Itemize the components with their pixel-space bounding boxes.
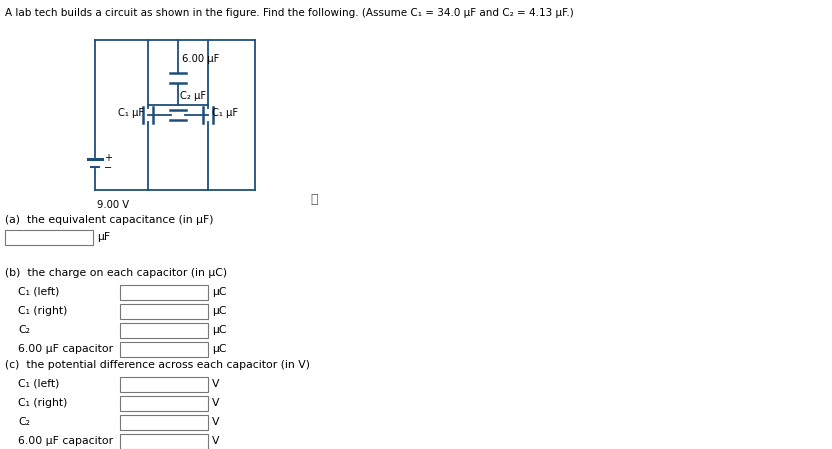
Text: V: V xyxy=(212,379,220,389)
Text: C₁ (left): C₁ (left) xyxy=(18,287,59,297)
Bar xyxy=(120,285,208,300)
Text: (a)  the equivalent capacitance (in μF): (a) the equivalent capacitance (in μF) xyxy=(5,215,214,225)
Bar xyxy=(120,434,208,449)
Text: 9.00 V: 9.00 V xyxy=(97,200,129,210)
Bar xyxy=(120,304,208,319)
Text: V: V xyxy=(212,417,220,427)
Bar xyxy=(120,396,208,411)
Text: (b)  the charge on each capacitor (in μC): (b) the charge on each capacitor (in μC) xyxy=(5,268,227,278)
Text: V: V xyxy=(212,436,220,446)
Text: V: V xyxy=(212,398,220,408)
Text: μC: μC xyxy=(212,287,226,297)
Text: 6.00 μF capacitor: 6.00 μF capacitor xyxy=(18,344,113,354)
Text: C₂: C₂ xyxy=(18,325,30,335)
Text: C₁ μF: C₁ μF xyxy=(118,108,144,118)
Text: −: − xyxy=(104,163,112,173)
Text: C₂: C₂ xyxy=(18,417,30,427)
Text: 6.00 μF: 6.00 μF xyxy=(182,54,220,64)
Text: μC: μC xyxy=(212,344,226,354)
Bar xyxy=(120,342,208,357)
Text: C₂ μF: C₂ μF xyxy=(180,91,206,101)
Text: μC: μC xyxy=(212,306,226,316)
Text: ⓘ: ⓘ xyxy=(310,193,318,206)
Bar xyxy=(120,377,208,392)
Text: C₁ (right): C₁ (right) xyxy=(18,398,67,408)
Bar xyxy=(120,415,208,430)
Text: 6.00 μF capacitor: 6.00 μF capacitor xyxy=(18,436,113,446)
Text: μF: μF xyxy=(97,233,110,242)
Text: C₁ (left): C₁ (left) xyxy=(18,379,59,389)
Text: +: + xyxy=(104,153,112,163)
Bar xyxy=(5,230,93,245)
Bar xyxy=(120,323,208,338)
Text: C₁ (right): C₁ (right) xyxy=(18,306,67,316)
Text: (c)  the potential difference across each capacitor (in V): (c) the potential difference across each… xyxy=(5,360,310,370)
Text: C₁ μF: C₁ μF xyxy=(212,108,238,118)
Text: μC: μC xyxy=(212,325,226,335)
Text: A lab tech builds a circuit as shown in the figure. Find the following. (Assume : A lab tech builds a circuit as shown in … xyxy=(5,8,574,18)
